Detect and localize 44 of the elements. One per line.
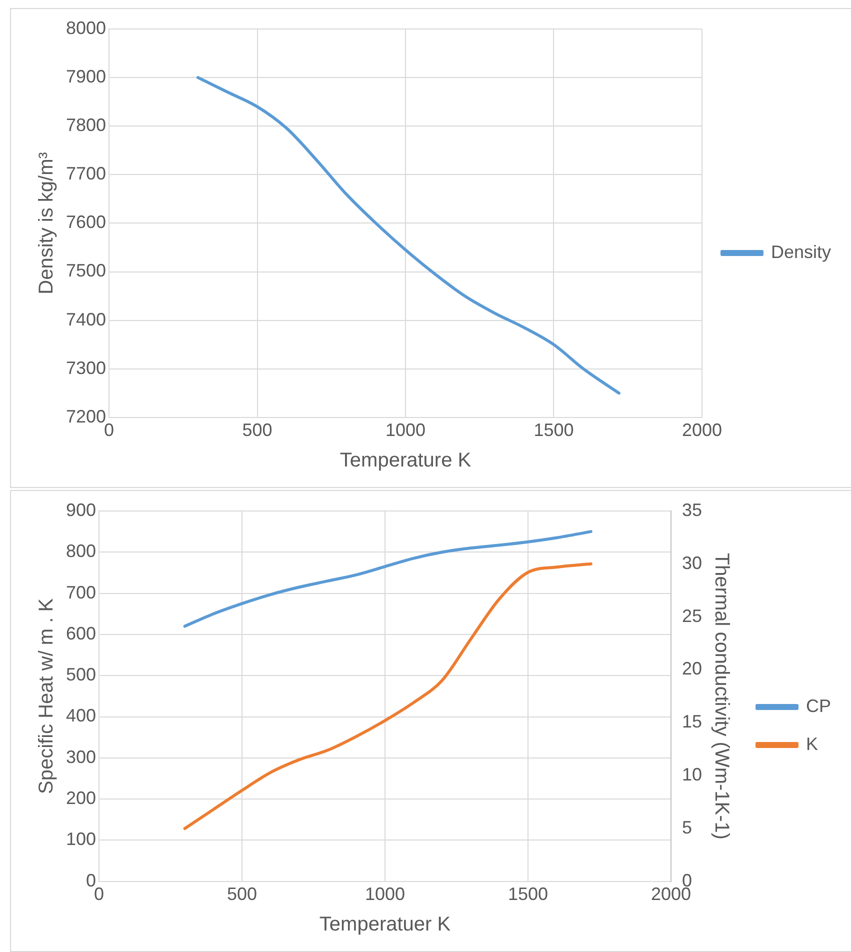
y-tick-label: 400 — [66, 706, 96, 726]
legend-label: Density — [770, 242, 832, 262]
x-axis-title: Temperatuer K — [319, 914, 452, 936]
y-tick-label: 7700 — [66, 164, 106, 184]
legend-label: CP — [806, 696, 832, 716]
x-tick-label: 1500 — [534, 420, 574, 440]
y-tick-label: 7900 — [66, 66, 106, 87]
y-tick-label: 100 — [66, 829, 96, 850]
line-series — [196, 76, 620, 395]
y2-tick-label: 20 — [682, 658, 702, 679]
y-tick-label: 7600 — [66, 212, 106, 232]
y-tick-label: 200 — [66, 788, 96, 808]
y-tick-label: 600 — [66, 623, 96, 644]
y-axis-title: Density is kg/m³ — [36, 152, 58, 294]
y2-tick-label: 25 — [682, 606, 702, 626]
y2-tick-label: 10 — [682, 764, 702, 785]
x-axis-title: Temperature K — [340, 450, 472, 472]
y-tick-label: 7400 — [66, 309, 106, 330]
x-tick-label: 2000 — [682, 420, 722, 440]
line-series — [183, 530, 592, 628]
y2-axis-title: Thermal conductivity (Wm-1K-1) — [710, 552, 732, 840]
legend-label: K — [806, 734, 818, 754]
x-tick-label: 1000 — [385, 420, 426, 440]
y-tick-label: 7500 — [66, 260, 106, 281]
y-tick-label: 300 — [66, 746, 96, 767]
y-tick-label: 900 — [66, 500, 96, 520]
y2-tick-label: 35 — [682, 500, 702, 520]
x-tick-label: 500 — [226, 884, 258, 904]
y-tick-label: 800 — [66, 541, 96, 562]
y-tick-label: 8000 — [66, 18, 106, 38]
y-tick-label: 0 — [86, 870, 96, 890]
y-axis-title: Specific Heat w/ m . K — [36, 598, 58, 794]
y-tick-label: 7300 — [66, 358, 106, 378]
y-tick-label: 7200 — [66, 406, 106, 426]
line-series — [183, 562, 592, 830]
y-tick-label: 500 — [66, 664, 96, 685]
y-tick-label: 7800 — [66, 115, 106, 136]
x-tick-label: 1000 — [364, 884, 406, 904]
y2-tick-label: 5 — [682, 817, 692, 838]
y2-tick-label: 15 — [682, 712, 702, 732]
x-tick-label: 1500 — [508, 884, 548, 904]
y-tick-label: 700 — [66, 582, 96, 602]
y2-tick-label: 30 — [682, 552, 702, 573]
x-tick-label: 500 — [242, 420, 272, 440]
